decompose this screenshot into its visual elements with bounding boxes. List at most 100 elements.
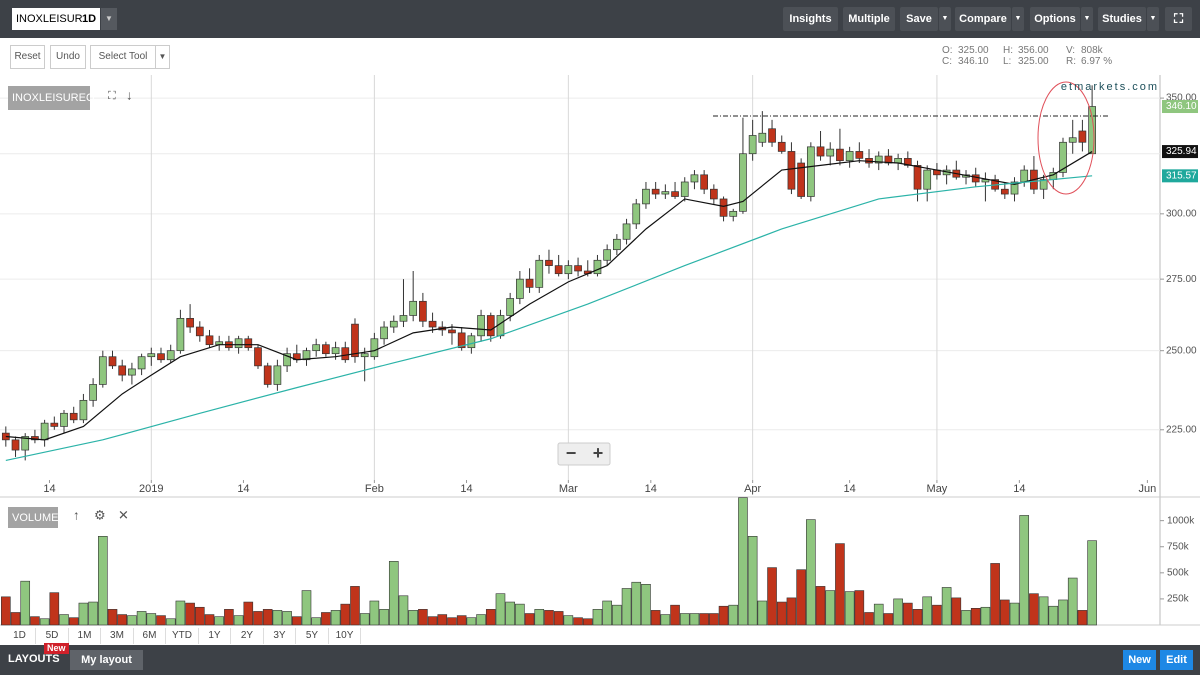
volume-bar — [631, 581, 642, 626]
candle-body — [768, 128, 776, 143]
legend-box[interactable] — [8, 86, 90, 110]
volume-bar — [864, 612, 874, 626]
candle-body — [263, 365, 272, 385]
candle-body — [50, 422, 59, 427]
volume-bar — [262, 609, 273, 626]
symbol-input[interactable]: INOXLEISURE — [12, 8, 90, 30]
volume-bar — [573, 617, 583, 626]
volume-bar — [757, 600, 768, 626]
candle-body — [709, 188, 718, 200]
settings-icon[interactable]: ⚙ — [94, 507, 106, 522]
volume-legend-box[interactable] — [8, 507, 58, 528]
volume-bar — [612, 604, 622, 626]
button[interactable]: Multiple — [843, 7, 895, 31]
candle-body — [79, 399, 88, 421]
volume-bar — [10, 612, 21, 626]
range-button[interactable]: 1Y — [199, 628, 231, 644]
expand-icon[interactable]: ⛶ — [108, 90, 116, 102]
dropdown[interactable]: ▼ — [101, 8, 117, 30]
price-badge-label: 325.94 — [1166, 146, 1197, 157]
volume-bar — [825, 590, 836, 626]
candle-body — [486, 315, 495, 337]
dropdown[interactable]: ▼ — [1081, 7, 1093, 31]
volume-legend: VOLUME — [12, 512, 58, 524]
volume-bar — [922, 596, 933, 626]
candle-body — [777, 141, 786, 152]
volume-bar — [408, 610, 418, 626]
zoom-in[interactable]: + — [593, 443, 604, 463]
zoom-out[interactable]: − — [566, 443, 577, 463]
interval[interactable]: 1D — [82, 8, 100, 30]
range-button[interactable]: 2Y — [232, 628, 264, 644]
volume-bar — [951, 597, 962, 626]
button[interactable]: Save — [900, 7, 938, 31]
candle-body — [370, 338, 379, 358]
candle-body — [971, 174, 980, 183]
volume-bar — [806, 519, 816, 626]
button[interactable]: Insights — [783, 7, 838, 31]
range-button[interactable]: YTD — [167, 628, 199, 644]
candle-body — [186, 318, 194, 328]
select[interactable]: Select Tool — [90, 45, 156, 69]
candle-body — [806, 146, 815, 197]
fullscreen[interactable]: ⛶ — [1165, 7, 1192, 31]
volume-bar — [1000, 599, 1010, 626]
volume-bar — [146, 613, 157, 626]
volume-bar — [1077, 610, 1088, 626]
volume-bar — [301, 590, 312, 626]
candle-body — [554, 265, 563, 275]
candle-body — [690, 174, 699, 183]
button[interactable]: Compare — [955, 7, 1011, 31]
candle-body — [613, 238, 621, 251]
range-button[interactable]: 10Y — [329, 628, 361, 644]
quote-key: H: — [1003, 45, 1013, 56]
button[interactable]: Undo — [50, 45, 86, 69]
dropdown[interactable]: ▼ — [1147, 7, 1159, 31]
volume-bar — [369, 600, 380, 626]
volume-bar — [437, 614, 448, 626]
volume-bar — [1038, 596, 1049, 626]
range-button[interactable]: 6M — [134, 628, 166, 644]
candle-body — [1088, 106, 1096, 155]
volume-bar — [728, 604, 739, 626]
volume-bar — [670, 604, 680, 626]
volume-bar — [873, 603, 884, 626]
layout-button[interactable]: My layout — [70, 650, 143, 670]
volume-bar — [321, 612, 331, 626]
candle-body — [457, 332, 466, 349]
down-icon[interactable]: ↓ — [126, 87, 133, 102]
volume-bar — [515, 603, 525, 626]
candle-body — [719, 198, 728, 217]
volume-bar — [476, 614, 486, 626]
range-button[interactable]: 3Y — [264, 628, 296, 644]
candle-body — [845, 151, 854, 162]
button[interactable]: Options — [1030, 7, 1080, 31]
close-icon[interactable]: ✕ — [118, 507, 129, 522]
range-button[interactable]: 5Y — [297, 628, 329, 644]
volume-bar — [709, 613, 719, 626]
up-icon[interactable]: ↑ — [73, 507, 80, 522]
volume-bar — [1029, 593, 1039, 626]
candle-body — [399, 315, 408, 322]
volume-bar — [49, 592, 60, 626]
legend: INOXLEISUREQ — [12, 92, 95, 104]
candle-body — [128, 368, 136, 376]
volume-bar — [194, 606, 205, 626]
volume-bar — [835, 543, 845, 626]
range-button[interactable]: 1M — [69, 628, 101, 644]
range-button[interactable]: 5D — [37, 628, 69, 644]
y-tick-label: 275.00 — [1166, 274, 1197, 285]
dropdown[interactable]: ▼ — [1012, 7, 1024, 31]
range-button[interactable]: 1D — [4, 628, 36, 644]
button[interactable]: Reset — [10, 45, 45, 69]
button[interactable]: New — [1123, 650, 1156, 670]
volume-bar — [1009, 602, 1020, 626]
range-button[interactable]: 3M — [102, 628, 134, 644]
button[interactable]: Studies — [1098, 7, 1146, 31]
candle-body — [836, 148, 844, 162]
button[interactable]: Edit — [1160, 650, 1193, 670]
candle-body — [855, 151, 864, 159]
dropdown[interactable]: ▼ — [155, 45, 170, 69]
dropdown[interactable]: ▼ — [939, 7, 951, 31]
